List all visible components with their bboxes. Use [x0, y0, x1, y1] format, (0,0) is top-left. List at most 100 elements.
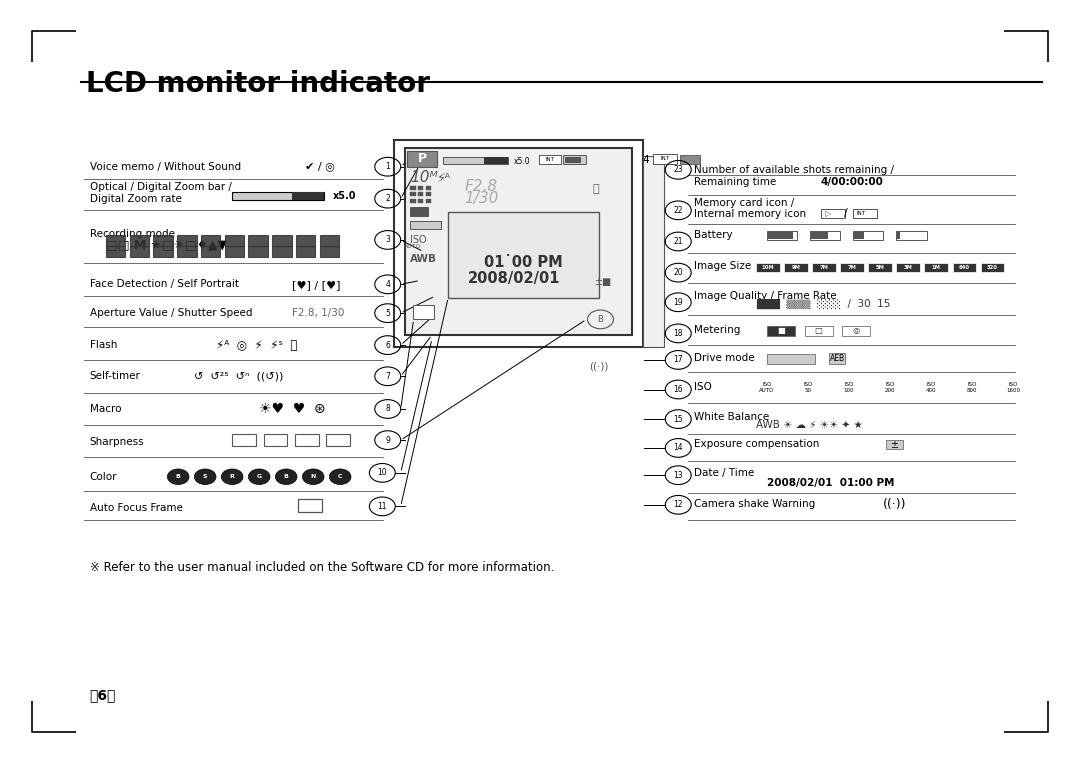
Text: ███  ▒▒▒  ░░░  /  30  15: ███ ▒▒▒ ░░░ / 30 15: [756, 298, 890, 309]
Text: /: /: [843, 209, 848, 218]
Bar: [767, 326, 795, 336]
Bar: [272, 235, 292, 246]
Bar: [418, 192, 423, 196]
Text: INT: INT: [661, 157, 670, 161]
Text: ⚡ᴬ: ⚡ᴬ: [437, 171, 451, 184]
Bar: [405, 148, 632, 335]
Text: ☀♥  ♥  ⊛: ☀♥ ♥ ⊛: [259, 402, 326, 416]
Text: Face Detection / Self Portrait: Face Detection / Self Portrait: [90, 280, 239, 289]
Bar: [130, 246, 149, 257]
Text: Battery: Battery: [694, 231, 733, 240]
Circle shape: [248, 469, 270, 485]
Text: 9: 9: [386, 435, 390, 445]
Text: 23: 23: [674, 165, 683, 174]
Bar: [853, 209, 877, 218]
Bar: [407, 151, 437, 167]
Text: Drive mode: Drive mode: [694, 354, 755, 363]
Bar: [768, 232, 793, 239]
Text: 21: 21: [674, 237, 683, 246]
Bar: [896, 263, 920, 272]
Bar: [225, 235, 244, 246]
Text: B: B: [597, 315, 604, 324]
Bar: [248, 235, 268, 246]
Bar: [153, 235, 173, 246]
Text: F2.8: F2.8: [464, 179, 498, 195]
Bar: [853, 231, 883, 240]
Text: x5.0: x5.0: [514, 157, 530, 166]
Bar: [805, 326, 833, 336]
Text: 🎤: 🎤: [593, 185, 599, 194]
Bar: [410, 221, 441, 229]
Text: 4: 4: [643, 155, 649, 164]
Text: White Balance: White Balance: [694, 412, 770, 421]
Text: AWB ☀ ☁ ⚡ ☀☀ ✦ ★: AWB ☀ ☁ ⚡ ☀☀ ✦ ★: [756, 420, 863, 429]
Bar: [868, 263, 892, 272]
Text: ISO
400: ISO 400: [926, 382, 936, 393]
Text: 16: 16: [674, 385, 683, 394]
Text: 1/30: 1/30: [464, 191, 499, 206]
Text: ISO
100: ISO 100: [843, 382, 854, 393]
Text: 11: 11: [378, 502, 387, 511]
Text: Internal memory icon: Internal memory icon: [694, 210, 807, 219]
Text: x5.0: x5.0: [333, 192, 356, 201]
Text: AEB: AEB: [829, 354, 845, 363]
Text: 10M: 10M: [761, 265, 774, 270]
Bar: [177, 235, 197, 246]
Bar: [272, 246, 292, 257]
Text: 〈6〉: 〈6〉: [90, 688, 116, 702]
Text: 9M: 9M: [792, 265, 800, 270]
Text: G: G: [257, 474, 261, 479]
Bar: [130, 235, 149, 246]
Text: 19: 19: [674, 298, 683, 307]
Text: Optical / Digital Zoom bar /
Digital Zoom rate: Optical / Digital Zoom bar / Digital Zoo…: [90, 182, 231, 204]
Text: Memory card icon /: Memory card icon /: [694, 198, 795, 207]
Circle shape: [194, 469, 216, 485]
Text: 15: 15: [674, 414, 683, 424]
Text: ISO
800: ISO 800: [967, 382, 977, 393]
Bar: [413, 305, 434, 319]
Text: ISO
1600: ISO 1600: [1007, 382, 1020, 393]
Bar: [810, 231, 840, 240]
Bar: [320, 246, 339, 257]
Bar: [756, 263, 780, 272]
Text: N: N: [311, 474, 315, 479]
Bar: [106, 246, 125, 257]
Circle shape: [329, 469, 351, 485]
Text: ISO: ISO: [410, 235, 427, 245]
Text: Aperture Value / Shutter Speed: Aperture Value / Shutter Speed: [90, 308, 252, 318]
Bar: [201, 235, 220, 246]
Bar: [106, 235, 125, 246]
Text: 8: 8: [386, 404, 390, 414]
Bar: [680, 155, 700, 164]
Text: ✔ / ◎: ✔ / ◎: [305, 162, 335, 171]
Bar: [443, 157, 508, 164]
Bar: [298, 499, 322, 512]
Text: P: P: [418, 153, 427, 165]
Bar: [177, 246, 197, 257]
Text: Auto Focus Frame: Auto Focus Frame: [90, 503, 183, 513]
Text: ↺  ↺²⁵  ↺ⁿ  ((↺)): ↺ ↺²⁵ ↺ⁿ ((↺)): [194, 372, 284, 381]
Bar: [812, 263, 836, 272]
Text: Macro: Macro: [90, 404, 121, 414]
Bar: [643, 156, 664, 347]
Text: ±: ±: [890, 440, 899, 449]
Bar: [418, 186, 423, 190]
Circle shape: [275, 469, 297, 485]
Bar: [821, 209, 845, 218]
Text: ◎: ◎: [853, 326, 860, 335]
Text: ISO
200: ISO 200: [885, 382, 895, 393]
Text: ⚡ᴬ  ◎  ⚡  ⚡ˢ  ⓣ: ⚡ᴬ ◎ ⚡ ⚡ˢ ⓣ: [216, 340, 297, 352]
Bar: [842, 326, 870, 336]
Text: ■: ■: [777, 326, 785, 335]
Text: □□ M ★□☀□♦▲▼: □□ M ★□☀□♦▲▼: [106, 239, 227, 252]
Bar: [767, 231, 797, 240]
Bar: [953, 263, 976, 272]
Text: ((·)): ((·)): [589, 361, 608, 371]
Bar: [426, 199, 431, 203]
Text: 7M: 7M: [848, 265, 856, 270]
Bar: [232, 192, 324, 200]
Bar: [264, 434, 287, 446]
Text: 22: 22: [674, 206, 683, 215]
Text: 10: 10: [378, 468, 387, 478]
Text: Camera shake Warning: Camera shake Warning: [694, 499, 815, 509]
